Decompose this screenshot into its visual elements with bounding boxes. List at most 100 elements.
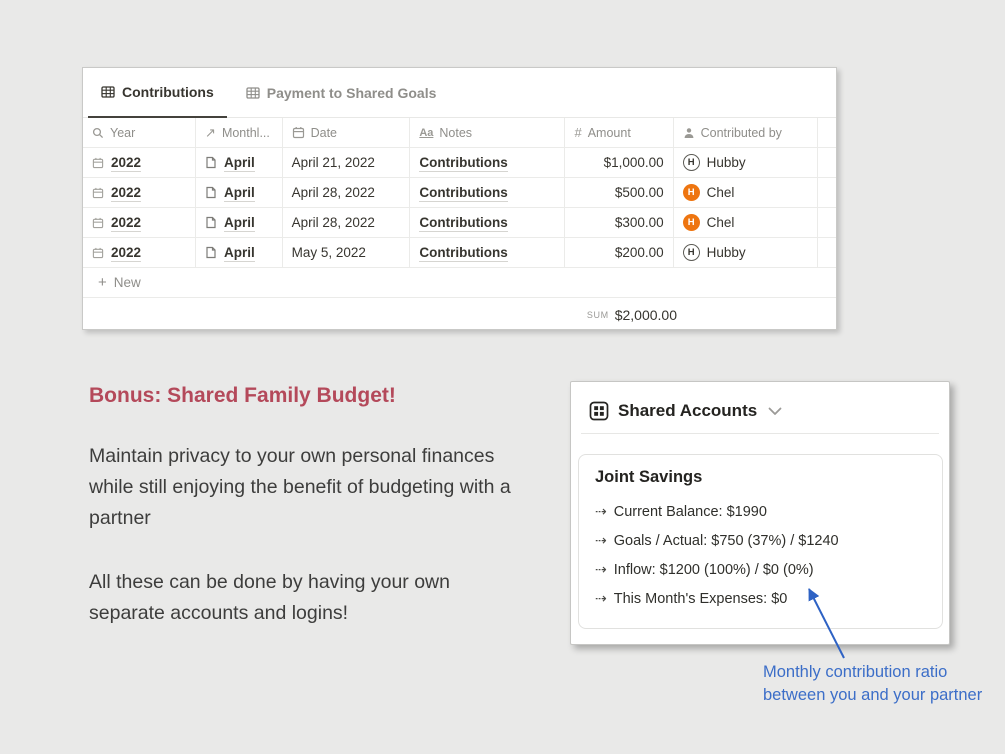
contributor-cell[interactable]: H Chel [674,178,818,207]
joint-item-expenses: ⇢ This Month's Expenses: $0 [595,591,788,607]
notes-link: Contributions [419,184,508,202]
table-row: 2022 April May 5, 2022 Contributions $20… [83,238,836,268]
joint-item-goals-actual: ⇢ Goals / Actual: $750 (37%) / $1240 [595,533,839,549]
page-icon [205,186,217,199]
sum-value: $2,000.00 [614,307,677,323]
sum-label: sum [586,310,609,320]
shared-accounts-title: Shared Accounts [618,401,758,420]
column-header-contributed-by[interactable]: Contributed by [674,118,818,147]
month-link: April [224,154,255,172]
annotation-line-1: Monthly contribution ratio [763,663,948,681]
month-cell[interactable]: April [196,238,283,267]
search-icon [92,127,104,139]
divider [581,433,939,434]
date-cell[interactable]: May 5, 2022 [283,238,411,267]
column-label: Date [310,125,338,140]
amount-cell[interactable]: $200.00 [565,238,674,267]
dashed-arrow-icon: ⇢ [595,533,607,549]
table-icon [101,85,115,99]
notes-cell[interactable]: Contributions [410,208,566,237]
month-link: April [224,214,255,232]
table-header-row: Year ↗ Monthl... Date Aa Notes # Amount … [83,118,836,148]
date-cell[interactable]: April 28, 2022 [283,208,411,237]
notes-link: Contributions [419,244,508,262]
new-row-label: New [113,275,141,290]
column-label: Contributed by [700,125,782,140]
month-cell[interactable]: April [196,148,283,177]
tab-payment-to-shared-goals[interactable]: Payment to Shared Goals [233,68,450,117]
column-label: Notes [439,125,473,140]
month-cell[interactable]: April [196,208,283,237]
joint-item-current-balance: ⇢ Current Balance: $1990 [595,504,767,520]
year-link: 2022 [111,214,142,232]
sum-row[interactable]: sum $2,000.00 [83,298,836,332]
column-label: Amount [587,125,631,140]
plus-icon: + [98,274,107,291]
notes-cell[interactable]: Contributions [410,178,566,207]
month-link: April [224,244,255,262]
calendar-page-icon [92,247,104,259]
year-cell[interactable]: 2022 [83,238,197,267]
month-link: April [224,184,255,202]
avatar: H [682,244,700,261]
column-header-date[interactable]: Date [283,118,411,147]
contributor-cell[interactable]: H Chel [674,208,818,237]
shared-accounts-card: Shared Accounts Joint Savings ⇢ Current B… [570,381,950,645]
month-cell[interactable]: April [196,178,283,207]
year-cell[interactable]: 2022 [83,178,197,207]
date-cell[interactable]: April 28, 2022 [283,178,411,207]
notes-link: Contributions [419,154,508,172]
calendar-page-icon [92,157,104,169]
calendar-page-icon [92,217,104,229]
avatar: H [682,214,700,231]
shared-accounts-header[interactable]: Shared Accounts [571,382,949,421]
annotation-text: Monthly contribution ratio between you a… [763,661,982,707]
annotation-line-2: between you and your partner [763,686,983,704]
amount-cell[interactable]: $500.00 [565,178,674,207]
date-cell[interactable]: April 21, 2022 [283,148,411,177]
tab-contributions[interactable]: Contributions [88,68,227,118]
table-row: 2022 April April 21, 2022 Contributions … [83,148,836,178]
bonus-heading: Bonus: Shared Family Budget! [89,384,396,407]
joint-item-inflow: ⇢ Inflow: $1200 (100%) / $0 (0%) [595,562,814,578]
notes-cell[interactable]: Contributions [410,148,566,177]
grid-icon [589,401,609,421]
column-header-monthly[interactable]: ↗ Monthl... [196,118,283,147]
column-header-year[interactable]: Year [83,118,197,147]
calendar-icon [292,126,305,139]
calendar-page-icon [92,187,104,199]
notes-cell[interactable]: Contributions [410,238,566,267]
avatar: H [682,184,700,201]
contributions-table-card: Contributions Payment to Shared Goals Ye… [82,67,837,330]
hash-icon: # [574,125,582,140]
year-link: 2022 [111,154,142,172]
contributor-cell[interactable]: H Hubby [674,238,818,267]
bonus-paragraph-1: Maintain privacy to your own personal fi… [89,445,511,529]
joint-savings-card: Joint Savings ⇢ Current Balance: $1990 ⇢ G… [578,454,943,629]
tab-label: Payment to Shared Goals [266,84,437,101]
tab-label: Contributions [122,84,214,100]
page-icon [205,246,217,259]
chevron-down-icon[interactable] [768,407,782,416]
column-label: Year [110,125,136,140]
dashed-arrow-icon: ⇢ [595,504,607,520]
column-label: Monthl... [221,125,270,140]
year-cell[interactable]: 2022 [83,148,197,177]
table-row: 2022 April April 28, 2022 Contributions … [83,208,836,238]
column-header-notes[interactable]: Aa Notes [410,118,566,147]
column-header-amount[interactable]: # Amount [565,118,674,147]
page-icon [205,156,217,169]
amount-cell[interactable]: $300.00 [565,208,674,237]
contributor-cell[interactable]: H Hubby [674,148,818,177]
new-row-button[interactable]: + New [83,268,836,298]
database-view-tabs: Contributions Payment to Shared Goals [83,68,836,118]
year-link: 2022 [111,184,142,202]
year-cell[interactable]: 2022 [83,208,197,237]
amount-cell[interactable]: $1,000.00 [565,148,674,177]
text-aa-icon: Aa [419,126,434,139]
annotation-arrow-icon [795,578,855,673]
page-icon [205,216,217,229]
dashed-arrow-icon: ⇢ [595,591,607,607]
bonus-paragraph-2: All these can be done by having your own… [89,571,450,624]
